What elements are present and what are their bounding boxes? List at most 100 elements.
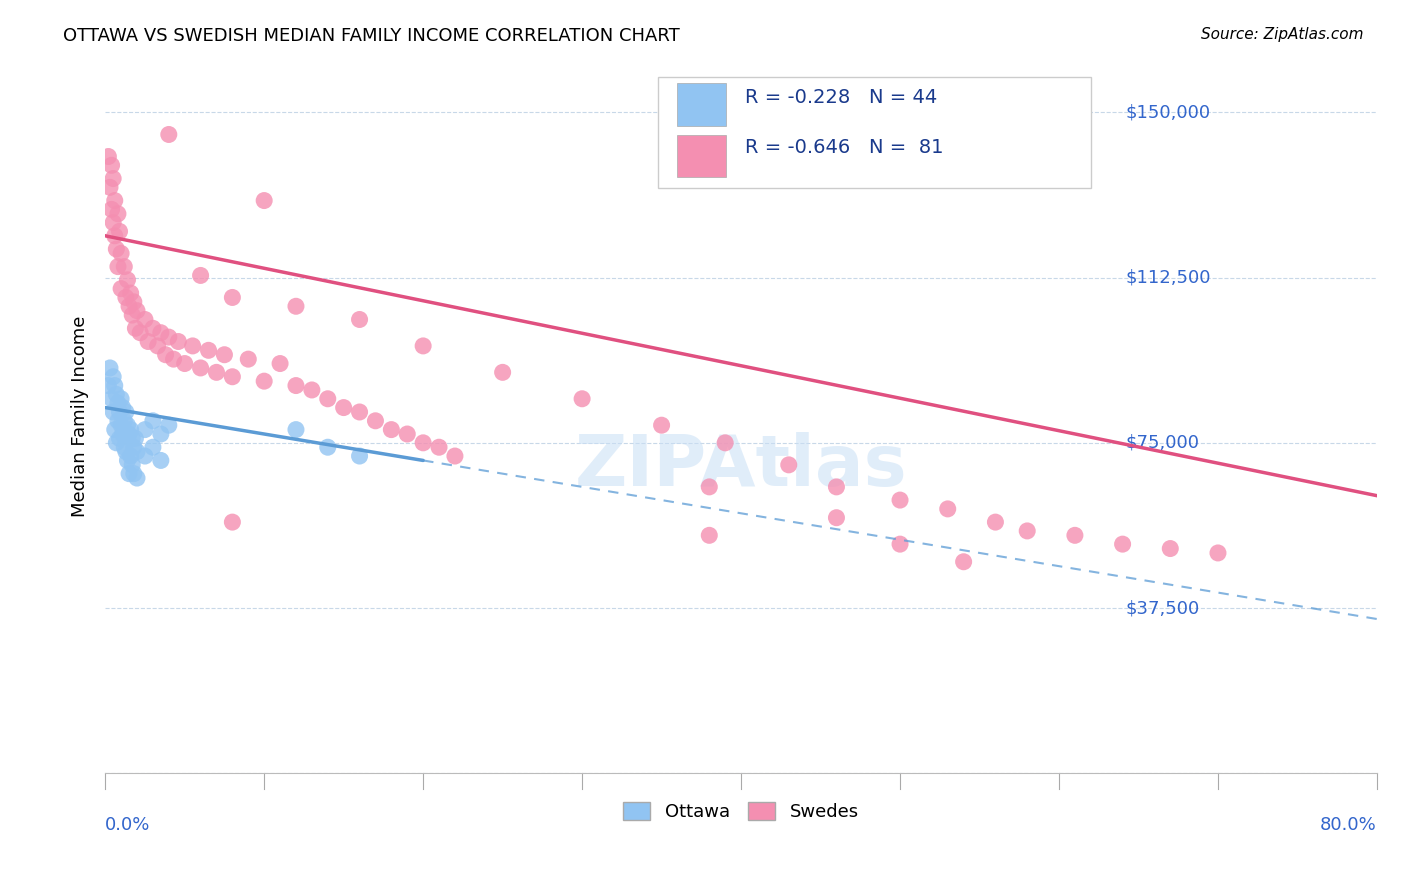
Point — [121, 308, 143, 322]
Point — [108, 224, 131, 238]
Point — [118, 467, 141, 481]
Point — [697, 528, 720, 542]
Point — [301, 383, 323, 397]
Point — [120, 423, 142, 437]
Point — [105, 387, 128, 401]
Point — [142, 414, 165, 428]
Point — [105, 435, 128, 450]
Point — [115, 405, 138, 419]
FancyBboxPatch shape — [658, 78, 1091, 188]
Point — [157, 418, 180, 433]
Point — [142, 440, 165, 454]
Point — [122, 294, 145, 309]
Point — [136, 334, 159, 349]
Point — [221, 369, 243, 384]
Point — [117, 418, 139, 433]
Point — [112, 414, 135, 428]
Point — [825, 480, 848, 494]
Point — [107, 260, 129, 274]
Point — [117, 453, 139, 467]
Point — [115, 290, 138, 304]
Point — [110, 418, 132, 433]
Point — [101, 369, 124, 384]
Point — [107, 396, 129, 410]
Point — [984, 515, 1007, 529]
Point — [146, 339, 169, 353]
Point — [121, 432, 143, 446]
Point — [124, 321, 146, 335]
Point — [349, 405, 371, 419]
Point — [142, 321, 165, 335]
Y-axis label: Median Family Income: Median Family Income — [72, 316, 89, 517]
Point — [104, 228, 127, 243]
Point — [104, 194, 127, 208]
Point — [714, 435, 737, 450]
Point — [100, 202, 122, 217]
Point — [197, 343, 219, 358]
Point — [115, 444, 138, 458]
Point — [332, 401, 354, 415]
Point — [697, 480, 720, 494]
Text: $37,500: $37,500 — [1125, 599, 1199, 617]
Point — [129, 326, 152, 340]
Point — [825, 510, 848, 524]
Legend: Ottawa, Swedes: Ottawa, Swedes — [616, 795, 866, 829]
Point — [1111, 537, 1133, 551]
Point — [889, 537, 911, 551]
Text: Source: ZipAtlas.com: Source: ZipAtlas.com — [1201, 27, 1364, 42]
Point — [121, 458, 143, 472]
Point — [778, 458, 800, 472]
Text: R = -0.646   N =  81: R = -0.646 N = 81 — [745, 138, 943, 157]
Point — [316, 392, 339, 406]
Point — [1064, 528, 1087, 542]
Point — [238, 352, 260, 367]
Point — [1017, 524, 1039, 538]
Point — [253, 194, 276, 208]
Point — [221, 515, 243, 529]
Point — [316, 440, 339, 454]
Point — [936, 502, 959, 516]
Point — [110, 282, 132, 296]
Point — [269, 357, 291, 371]
Text: R = -0.228   N = 44: R = -0.228 N = 44 — [745, 88, 938, 107]
Point — [107, 414, 129, 428]
Point — [111, 401, 134, 415]
Point — [253, 374, 276, 388]
Point — [444, 449, 467, 463]
Point — [427, 440, 450, 454]
Point — [181, 339, 204, 353]
Point — [1206, 546, 1229, 560]
Point — [111, 427, 134, 442]
Text: ZIPAtlas: ZIPAtlas — [575, 432, 907, 500]
Point — [100, 392, 122, 406]
Text: OTTAWA VS SWEDISH MEDIAN FAMILY INCOME CORRELATION CHART: OTTAWA VS SWEDISH MEDIAN FAMILY INCOME C… — [63, 27, 681, 45]
Text: $75,000: $75,000 — [1125, 434, 1199, 452]
Point — [100, 158, 122, 172]
Text: 80.0%: 80.0% — [1320, 816, 1376, 834]
Point — [285, 423, 308, 437]
Point — [124, 432, 146, 446]
Point — [122, 440, 145, 454]
Point — [412, 339, 434, 353]
Point — [117, 273, 139, 287]
Point — [952, 555, 974, 569]
Text: $150,000: $150,000 — [1125, 103, 1211, 121]
Point — [380, 423, 402, 437]
Point — [162, 352, 184, 367]
Point — [149, 427, 172, 442]
Point — [108, 405, 131, 419]
Point — [125, 444, 148, 458]
Point — [349, 312, 371, 326]
Point — [157, 330, 180, 344]
Point — [221, 290, 243, 304]
Point — [97, 149, 120, 163]
Point — [97, 378, 120, 392]
Point — [118, 299, 141, 313]
Point — [134, 423, 156, 437]
Point — [98, 180, 121, 194]
Point — [285, 299, 308, 313]
Point — [112, 260, 135, 274]
Point — [205, 365, 228, 379]
Point — [112, 440, 135, 454]
Point — [101, 405, 124, 419]
